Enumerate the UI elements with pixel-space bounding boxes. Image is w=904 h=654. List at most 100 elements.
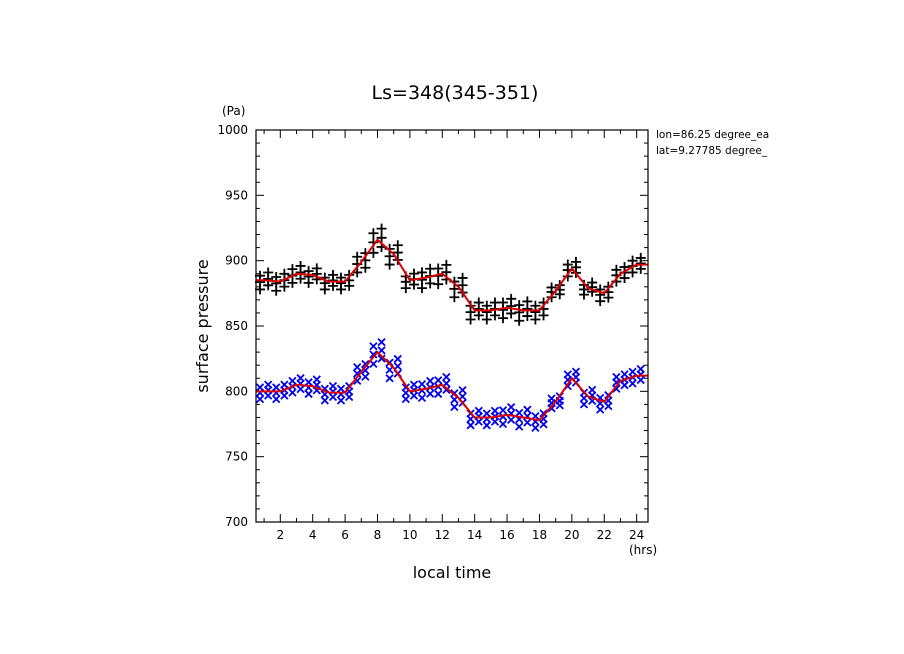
data-point [327,269,338,280]
data-point [336,384,346,393]
axis-ticks: 2 4 6 8 10 12 14 16 18 20 22 2470075080085090095010… [217,123,648,542]
data-point [563,370,572,379]
x-unit-label: (hrs) [629,543,657,557]
data-point [481,300,492,311]
data-point [417,380,427,389]
data-point [304,378,313,387]
data-point [385,374,394,383]
data-point [531,423,540,433]
data-point [596,405,605,414]
mean-line [256,350,648,422]
data-point [434,389,443,399]
data-point [296,373,305,383]
x-tick-label: 4 [309,528,317,542]
data-point [426,389,435,398]
lon-annotation: lon=86.25 degree_ea [656,129,769,141]
data-point [304,389,313,399]
data-point [336,396,346,405]
lat-annotation: lat=9.27785 degree_ [656,145,768,157]
data-point [450,402,459,412]
data-point [507,402,516,412]
data-point [474,406,483,415]
x-tick-label: 16 [499,528,514,542]
mean-lines [256,238,648,422]
x-tick-label: 18 [532,528,547,542]
data-point [603,281,614,292]
data-point [320,396,329,405]
data-point [547,394,556,403]
data-point [408,268,419,279]
data-point [376,232,387,243]
data-point [384,243,395,254]
y-unit-label: (Pa) [222,104,245,118]
data-point [369,342,378,351]
data-point [628,367,637,376]
data-point [279,268,290,279]
data-point [498,406,508,415]
data-point [384,259,395,270]
data-point [369,350,378,359]
plot-frame [255,129,649,523]
data-point [628,379,637,388]
data-point [255,395,265,404]
data-point [417,267,428,278]
data-point [562,259,573,270]
data-point [611,264,622,275]
y-tick-label: 700 [225,515,248,529]
data-point [546,282,557,293]
data-point [353,369,362,378]
data-point [514,315,525,326]
data-point [482,421,491,430]
x-tick-label: 2 [276,528,284,542]
data-point [311,263,322,274]
data-point [433,279,444,290]
x-tick-label: 6 [341,528,349,542]
data-point [523,418,532,427]
data-point [530,300,541,311]
data-point [497,313,508,324]
data-point [369,359,378,369]
x-tick-label: 20 [564,528,579,542]
data-point [255,270,266,281]
data-point [312,375,321,384]
x-axis-label: local time [413,563,492,582]
data-point [458,385,467,395]
data-point [587,277,598,288]
data-point [368,247,379,258]
data-point [482,409,491,418]
data-point [361,372,370,381]
y-tick-label: 850 [225,319,248,333]
data-point [506,293,517,304]
data-point [361,359,370,369]
data-point [490,406,500,415]
data-point [515,422,524,431]
data-point [635,252,646,263]
data-point [272,383,281,392]
chart-title: Ls=348(345-351) [372,82,539,104]
series-plus [255,223,646,326]
data-point [570,256,581,267]
data-point [377,338,386,347]
data-point [498,419,508,429]
data-point [393,354,402,364]
mean-line [256,238,648,312]
data-point [287,264,298,275]
data-point [417,283,428,294]
data-point [272,395,281,404]
data-point [571,367,581,376]
data-point [328,381,338,391]
data-point [523,405,532,414]
data-point [442,385,451,394]
y-axis-label: surface pressure [193,259,212,392]
data-point [417,393,427,403]
data-point [368,228,379,239]
data-point [433,263,444,274]
x-tick-label: 10 [402,528,417,542]
data-point [620,370,629,379]
data-point [288,376,297,386]
data-point [353,363,362,372]
data-point [473,297,484,308]
x-tick-label: 8 [374,528,382,542]
data-point [295,260,306,271]
